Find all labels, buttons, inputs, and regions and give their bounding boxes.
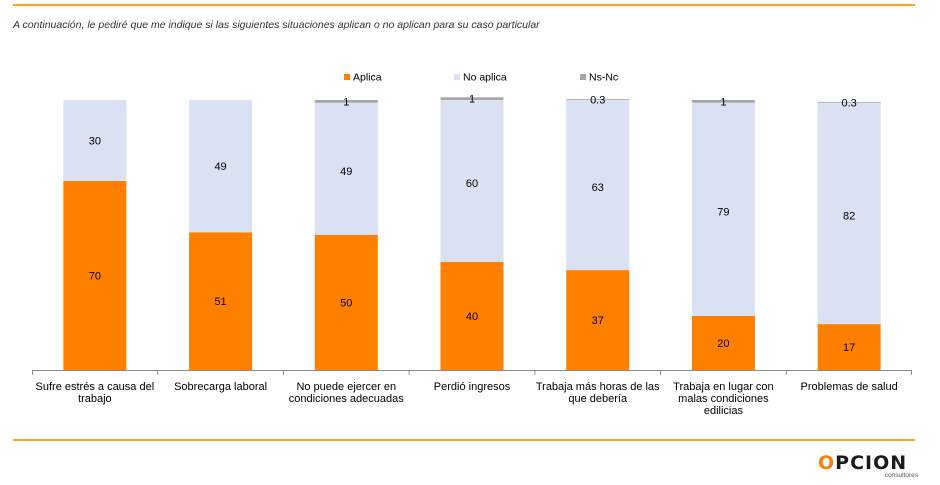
bar-2-6 bbox=[817, 101, 881, 103]
data-label-1-0: 30 bbox=[89, 136, 101, 148]
category-label-5-1: malas condiciones bbox=[678, 393, 769, 405]
category-label-2-0: No puede ejercer en bbox=[296, 381, 396, 393]
data-label-0-3: 40 bbox=[466, 311, 478, 323]
bar-0-5 bbox=[691, 316, 755, 370]
data-label-1-3: 60 bbox=[466, 178, 478, 190]
category-label-6-0: Problemas de salud bbox=[801, 381, 898, 393]
category-label-5-2: edilicias bbox=[704, 405, 744, 417]
bar-0-3 bbox=[440, 262, 504, 370]
data-label-0-6: 17 bbox=[843, 342, 855, 354]
bar-0-1 bbox=[189, 232, 253, 370]
data-label-1-2: 49 bbox=[340, 166, 352, 178]
stacked-bar-chart: Aplica No aplica Ns-Nc 70 30 Sufre estrés a c… bbox=[32, 72, 912, 417]
data-label-1-1: 49 bbox=[214, 161, 226, 173]
data-label-0-0: 70 bbox=[89, 271, 101, 283]
bar-0-4 bbox=[566, 270, 630, 370]
data-label-2-2: 1 bbox=[343, 96, 349, 108]
legend-label-2: Ns-Nc bbox=[589, 72, 618, 84]
category-label-0-1: trabajo bbox=[78, 393, 112, 405]
data-label-0-4: 37 bbox=[592, 315, 604, 327]
category-label-0-0: Sufre estrés a causa del bbox=[36, 381, 155, 393]
category-label-1-0: Sobrecarga laboral bbox=[174, 381, 267, 393]
logo-word: PCION bbox=[835, 452, 908, 474]
bar-0-6 bbox=[817, 324, 881, 370]
bar-1-2 bbox=[314, 102, 378, 235]
data-label-0-5: 20 bbox=[717, 338, 729, 350]
chart-subtitle: A continuación, le pediré que me indique… bbox=[13, 19, 540, 31]
category-label-5-0: Trabaja en lugar con bbox=[673, 381, 774, 393]
logo-wordmark: OPCION bbox=[818, 453, 907, 473]
category-label-2-1: condiciones adecuadas bbox=[289, 393, 404, 405]
data-label-2-3: 1 bbox=[469, 94, 475, 106]
legend-label-1: No aplica bbox=[463, 72, 507, 84]
opcion-logo: OPCION consultores bbox=[818, 453, 918, 481]
legend-swatch-2 bbox=[580, 74, 586, 80]
data-label-2-4: 0.3 bbox=[590, 95, 605, 107]
bar-1-3 bbox=[440, 100, 504, 262]
category-label-4-0: Trabaja más horas de las bbox=[536, 381, 660, 393]
bar-2-4 bbox=[566, 99, 630, 100]
bar-0-0 bbox=[63, 181, 127, 370]
bar-1-6 bbox=[817, 102, 881, 325]
logo-subtitle: consultores bbox=[884, 472, 918, 479]
category-label-3-0: Perdió ingresos bbox=[434, 381, 511, 393]
logo-mark: O bbox=[818, 452, 836, 474]
bottom-divider bbox=[13, 439, 915, 441]
bar-2-5 bbox=[691, 100, 755, 103]
data-label-2-6: 0.3 bbox=[841, 97, 856, 109]
data-label-1-4: 63 bbox=[592, 182, 604, 194]
data-label-2-5: 1 bbox=[720, 96, 726, 108]
bar-1-0 bbox=[63, 100, 127, 181]
data-label-0-2: 50 bbox=[340, 298, 352, 310]
legend-label-0: Aplica bbox=[353, 72, 382, 84]
bar-0-2 bbox=[314, 235, 378, 370]
legend-swatch-1 bbox=[454, 74, 460, 80]
bar-1-1 bbox=[189, 100, 253, 233]
data-label-1-5: 79 bbox=[717, 206, 729, 218]
category-label-4-1: que debería bbox=[568, 393, 628, 405]
data-label-1-6: 82 bbox=[843, 210, 855, 222]
bar-2-3 bbox=[440, 97, 504, 100]
bar-1-5 bbox=[691, 102, 755, 316]
data-label-0-1: 51 bbox=[214, 296, 226, 308]
bar-1-4 bbox=[566, 100, 630, 271]
legend-swatch-0 bbox=[344, 74, 350, 80]
top-divider bbox=[13, 4, 915, 6]
bar-2-2 bbox=[314, 100, 378, 103]
